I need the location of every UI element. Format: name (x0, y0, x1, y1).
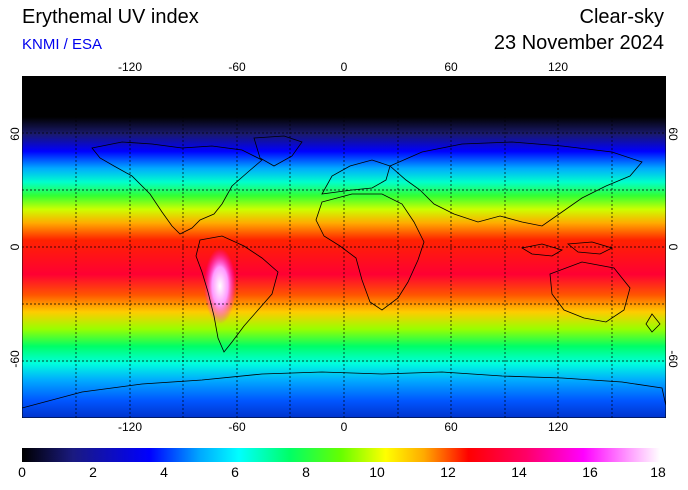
lon-label-bottom: 60 (444, 420, 458, 434)
lat-label-left: -60 (8, 350, 22, 368)
colorbar-label: 4 (160, 464, 168, 480)
colorbar-label: 0 (18, 464, 26, 480)
map-subtitle: Clear-sky (579, 6, 664, 28)
map-title: Erythemal UV index (22, 6, 199, 28)
lat-label-left: 60 (8, 127, 22, 141)
uv-color-bar (22, 448, 660, 462)
colorbar-label: 2 (89, 464, 97, 480)
colorbar-label: 8 (302, 464, 310, 480)
credit-label: KNMI / ESA (22, 36, 103, 53)
uv-index-map (22, 76, 666, 418)
lon-label-top: 0 (340, 60, 348, 74)
lon-label-bottom: 120 (547, 420, 569, 434)
colorbar-label: 14 (511, 464, 527, 480)
lat-label-left: 0 (8, 243, 22, 251)
lon-label-bottom: -60 (228, 420, 246, 434)
lon-label-top: 60 (444, 60, 458, 74)
graticule (22, 76, 666, 418)
lon-label-top: -60 (228, 60, 246, 74)
lat-label-right: 60 (666, 127, 680, 141)
lat-label-right: 0 (666, 243, 680, 251)
map-date: 23 November 2024 (493, 32, 664, 54)
colorbar-label: 18 (650, 464, 666, 480)
colorbar-label: 6 (231, 464, 239, 480)
uv-hotspot (204, 248, 236, 324)
colorbar-label: 12 (440, 464, 456, 480)
lon-label-top: -120 (117, 60, 143, 74)
lon-label-bottom: 0 (340, 420, 348, 434)
colorbar-label: 16 (582, 464, 598, 480)
coastlines (22, 135, 666, 409)
colorbar-label: 10 (369, 464, 385, 480)
lon-label-top: 120 (547, 60, 569, 74)
lon-label-bottom: -120 (117, 420, 143, 434)
lat-label-right: -60 (666, 350, 680, 368)
